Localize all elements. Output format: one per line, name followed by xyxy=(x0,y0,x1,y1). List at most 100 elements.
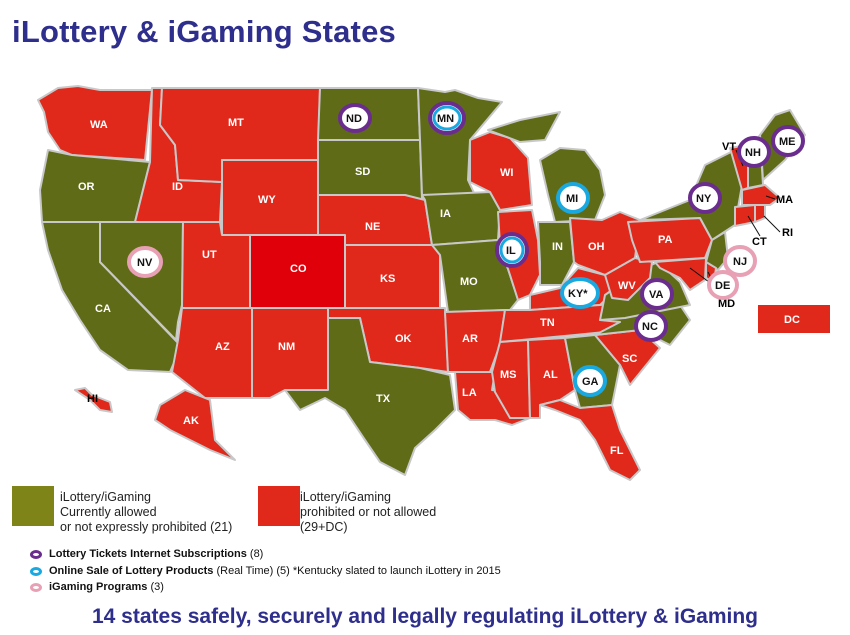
svg-text:ND: ND xyxy=(346,113,362,125)
label-co: CO xyxy=(290,263,307,275)
legend-realtime: Online Sale of Lottery Products (Real Ti… xyxy=(30,565,501,577)
state-mi-up xyxy=(487,111,561,143)
page-title: iLottery & iGaming States xyxy=(12,14,396,49)
legend-allowed-text: iLottery/iGaming Currently allowed or no… xyxy=(60,490,232,535)
legend-prohibited-text: iLottery/iGaming prohibited or not allow… xyxy=(300,490,436,535)
svg-text:KY*: KY* xyxy=(568,288,588,300)
svg-text:NH: NH xyxy=(745,147,761,159)
state-fl xyxy=(539,399,641,481)
state-ma xyxy=(741,184,781,206)
svg-text:ME: ME xyxy=(779,136,796,148)
label-ar: AR xyxy=(462,333,478,345)
svg-text:GA: GA xyxy=(582,376,599,388)
state-wa xyxy=(37,85,153,161)
svg-text:NC: NC xyxy=(642,321,658,333)
svg-text:IL: IL xyxy=(506,245,516,257)
state-in xyxy=(537,221,575,286)
ring-nd: ND xyxy=(338,103,372,133)
legend-igaming: iGaming Programs (3) xyxy=(30,581,164,593)
label-az: AZ xyxy=(215,341,230,353)
state-tx xyxy=(284,317,456,476)
legend-allowed-line2: Currently allowed xyxy=(60,505,157,519)
legend-subscription: Lottery Tickets Internet Subscriptions (… xyxy=(30,548,263,560)
state-ia xyxy=(421,191,501,246)
footer-tagline: 14 states safely, securely and legally r… xyxy=(91,605,758,628)
state-dc xyxy=(758,305,830,333)
state-hi xyxy=(74,387,113,413)
label-ak: AK xyxy=(183,415,199,427)
label-oh: OH xyxy=(588,241,605,253)
ring-ky: KY* xyxy=(560,277,600,309)
label-ks: KS xyxy=(380,273,395,285)
legend-realtime-note: (Real Time) (5) *Kentucky slated to laun… xyxy=(213,565,501,577)
label-id: ID xyxy=(172,181,183,193)
state-nm xyxy=(251,307,329,399)
legend-igaming-count: (3) xyxy=(147,581,164,593)
label-la: LA xyxy=(462,387,477,399)
label-pa: PA xyxy=(658,234,673,246)
legend-realtime-label: Online Sale of Lottery Products xyxy=(49,565,214,577)
label-hi: HI xyxy=(87,393,98,405)
ring-ny: NY xyxy=(688,182,722,214)
label-tn: TN xyxy=(540,317,555,329)
label-ri: RI xyxy=(782,227,793,239)
label-mo: MO xyxy=(460,276,478,288)
ring-purple-icon xyxy=(30,549,42,559)
svg-text:MN: MN xyxy=(437,113,454,125)
ring-nj: NJ xyxy=(723,245,757,277)
legend-allowed-swatch xyxy=(12,486,54,526)
state-wv xyxy=(604,257,653,301)
legend-igaming-label: iGaming Programs xyxy=(49,581,148,593)
label-ia: IA xyxy=(440,208,451,220)
label-ok: OK xyxy=(395,333,412,345)
legend-prohibited-line2: prohibited or not allowed xyxy=(300,505,437,519)
label-ne: NE xyxy=(365,221,380,233)
label-mt: MT xyxy=(228,117,244,129)
state-md xyxy=(654,257,707,291)
ring-me: ME xyxy=(771,125,805,157)
state-or xyxy=(39,149,151,223)
state-ak xyxy=(154,389,236,461)
svg-text:VA: VA xyxy=(649,289,664,301)
ring-va: VA xyxy=(640,278,674,310)
state-ks xyxy=(344,244,441,309)
legend-allowed-line1: iLottery/iGaming xyxy=(60,490,152,504)
ring-il: IL xyxy=(495,232,529,268)
svg-text:NY: NY xyxy=(696,193,712,205)
legend-allowed-line3: or not expressly prohibited (21) xyxy=(60,520,233,534)
label-or: OR xyxy=(78,181,95,193)
label-wv: WV xyxy=(618,280,636,292)
label-nm: NM xyxy=(278,341,295,353)
label-dc: DC xyxy=(784,314,800,326)
label-vt: VT xyxy=(722,141,736,153)
legend-prohibited-swatch xyxy=(258,486,300,526)
legend-prohibited-line1: iLottery/iGaming xyxy=(300,490,392,504)
ring-nh: NH xyxy=(737,136,771,168)
svg-text:MI: MI xyxy=(566,193,578,205)
legend-subscription-label: Lottery Tickets Internet Subscriptions xyxy=(49,548,247,560)
ring-de: DE xyxy=(707,270,739,300)
ring-mn: MN xyxy=(428,101,466,135)
svg-text:NJ: NJ xyxy=(733,256,747,268)
label-tx: TX xyxy=(376,393,391,405)
program-rings: ND MN MI IL KY* GA NV NY xyxy=(127,101,805,397)
legend-subscription-count: (8) xyxy=(246,548,264,560)
label-wa: WA xyxy=(90,119,108,131)
label-sd: SD xyxy=(355,166,370,178)
svg-text:NV: NV xyxy=(137,257,153,269)
state-ut xyxy=(181,221,251,309)
label-fl: FL xyxy=(610,445,624,457)
state-ri xyxy=(754,204,766,223)
ring-pink-icon xyxy=(30,582,42,592)
state-nj xyxy=(705,231,729,271)
ring-nv: NV xyxy=(127,246,163,278)
label-al: AL xyxy=(543,369,558,381)
label-ct: CT xyxy=(752,236,767,248)
label-ms: MS xyxy=(500,369,517,381)
legend-prohibited-line3: (29+DC) xyxy=(300,520,348,534)
ring-blue-icon xyxy=(30,566,42,576)
label-ca: CA xyxy=(95,303,111,315)
ring-ga: GA xyxy=(573,365,607,397)
label-ma: MA xyxy=(776,194,793,206)
